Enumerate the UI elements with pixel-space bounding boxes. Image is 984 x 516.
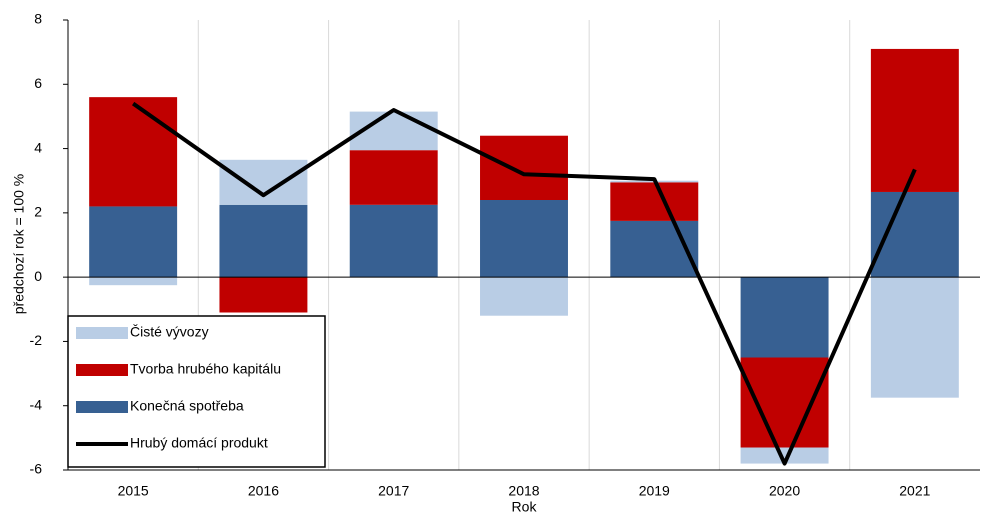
legend: Čisté vývozy Tvorba hrubého kapitálu Koneč… [67,315,326,468]
legend-swatch [76,401,128,413]
legend-box [67,315,326,468]
x-tick-label: 2017 [378,483,409,499]
bar [219,204,308,278]
y-tick-label: -4 [30,396,43,412]
y-axis-label: předchozí rok = 100 % [11,174,27,314]
bar [870,277,959,398]
bar [219,159,308,205]
x-tick-label: 2020 [769,483,800,499]
x-tick-label: 2015 [118,483,149,499]
bar [740,357,829,448]
y-tick-label: 2 [34,204,42,220]
x-tick-label: 2021 [899,483,930,499]
legend-label: Hrubý domácí produkt [130,435,268,451]
line-series [131,101,917,466]
bar [870,48,959,192]
bar [740,447,829,464]
legend-label: Čisté vývozy [130,324,209,340]
legend-swatch [76,364,128,376]
x-axis-label: Rok [512,499,538,515]
y-tick-label: 8 [34,11,42,27]
bar [349,150,438,205]
y-tick-label: 4 [34,139,42,155]
y-tick-label: -2 [30,332,43,348]
x-tick-label: 2016 [248,483,279,499]
bar [610,182,699,221]
bar [89,277,178,286]
bar [610,220,699,278]
bar [480,135,568,200]
x-tick-label: 2019 [639,483,670,499]
x-tick-label: 2018 [508,483,539,499]
bar [349,204,438,278]
legend-label: Konečná spotřeba [130,398,244,414]
legend-label: Tvorba hrubého kapitálu [130,361,281,377]
y-tick-label: -6 [30,461,43,477]
bar [219,277,308,313]
bar [89,97,178,207]
bar [89,206,178,278]
bar [740,277,829,358]
legend-swatch [76,327,128,339]
bar [480,277,568,316]
y-tick-label: 6 [34,75,42,91]
bar [480,200,568,278]
y-tick-label: 0 [34,268,42,284]
